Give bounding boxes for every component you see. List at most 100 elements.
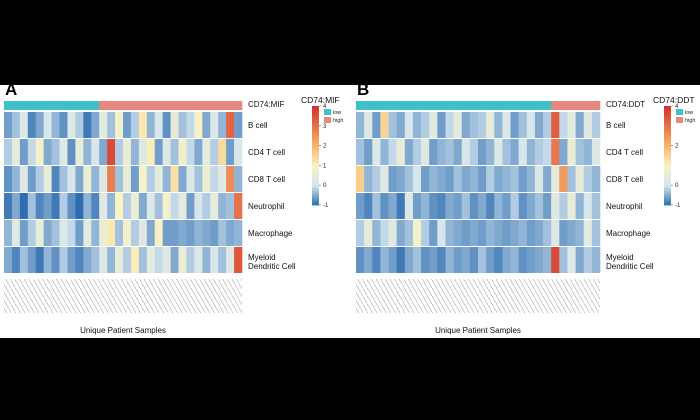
heatmap-cell bbox=[412, 139, 422, 165]
annotation-cell bbox=[91, 101, 100, 110]
heatmap-cell bbox=[51, 247, 60, 273]
heatmap-cell bbox=[526, 112, 536, 138]
heatmap-cell bbox=[146, 247, 156, 273]
heatmap-cell bbox=[35, 220, 44, 246]
heatmap-cell bbox=[526, 247, 536, 273]
heatmap-cell bbox=[461, 193, 471, 219]
heatmap-cell bbox=[107, 193, 116, 219]
heatmap-cell bbox=[412, 193, 422, 219]
heatmap-cell bbox=[130, 193, 140, 219]
heatmap-cell bbox=[534, 220, 544, 246]
heatmap-cell bbox=[356, 112, 365, 138]
colorbar-tick-label: 1 bbox=[323, 163, 327, 169]
heatmap-cell bbox=[388, 112, 397, 138]
heatmap-cell bbox=[146, 112, 156, 138]
heatmap-cell bbox=[486, 247, 495, 273]
heatmap-cell bbox=[123, 139, 132, 165]
annotation-cell bbox=[162, 101, 171, 110]
heatmap-cell bbox=[107, 166, 116, 192]
heatmap-cell bbox=[478, 220, 487, 246]
colorbar-segment bbox=[312, 143, 319, 146]
heatmap-cell bbox=[218, 220, 227, 246]
heatmap-cell bbox=[115, 193, 124, 219]
heatmap-cell bbox=[380, 139, 389, 165]
heatmap-cell bbox=[83, 193, 92, 219]
heatmap-cell bbox=[518, 193, 528, 219]
colorbar-segment bbox=[312, 150, 319, 154]
heatmap-cell bbox=[364, 193, 373, 219]
colorbar-segment bbox=[312, 202, 319, 206]
colorbar-segment bbox=[664, 113, 671, 117]
annotation-cell bbox=[178, 101, 187, 110]
heatmap-cell bbox=[130, 139, 140, 165]
heatmap-cell bbox=[170, 139, 179, 165]
legend-swatch bbox=[324, 117, 331, 123]
heatmap-cell bbox=[162, 247, 171, 273]
heatmap-cell bbox=[445, 247, 454, 273]
annotation-cell bbox=[421, 101, 430, 110]
annotation-title: CD74:MIF bbox=[248, 100, 285, 109]
heatmap-cell bbox=[75, 112, 84, 138]
colorbar-segment bbox=[664, 106, 671, 109]
x-axis-label: Unique Patient Samples bbox=[435, 326, 521, 335]
heatmap-cell bbox=[551, 139, 560, 165]
heatmap-cell bbox=[51, 166, 60, 192]
heatmap-cell bbox=[115, 247, 124, 273]
colorbar-segment bbox=[312, 197, 319, 201]
heatmap-cell bbox=[502, 112, 511, 138]
heatmap-cell bbox=[138, 112, 148, 138]
colorbar-segment bbox=[664, 200, 671, 203]
colorbar-segment bbox=[312, 180, 319, 184]
colorbar-segment bbox=[664, 140, 671, 144]
annotation-cell bbox=[210, 101, 219, 110]
heatmap-cell bbox=[19, 139, 29, 165]
heatmap-cell bbox=[469, 139, 479, 165]
heatmap-cell bbox=[19, 166, 29, 192]
heatmap-cell bbox=[226, 220, 235, 246]
heatmap-cell bbox=[162, 166, 171, 192]
colorbar-segment bbox=[664, 135, 671, 139]
heatmap-cell bbox=[404, 112, 414, 138]
annotation-cell bbox=[107, 101, 116, 110]
heatmap-cell bbox=[75, 139, 84, 165]
annotation-cell bbox=[4, 101, 13, 110]
heatmap-cell bbox=[226, 193, 235, 219]
heatmap-cell bbox=[510, 247, 519, 273]
colorbar-segment bbox=[664, 177, 671, 181]
heatmap-cell bbox=[178, 220, 187, 246]
annotation-cell bbox=[591, 101, 601, 110]
heatmap-cell bbox=[502, 166, 511, 192]
heatmap-cell bbox=[526, 220, 536, 246]
heatmap-cell bbox=[478, 166, 487, 192]
heatmap-cell bbox=[356, 166, 365, 192]
heatmap-cell bbox=[494, 139, 503, 165]
heatmap-cell bbox=[421, 166, 430, 192]
heatmap-cell bbox=[162, 193, 171, 219]
colorbar-segment bbox=[312, 145, 319, 149]
heatmap-cell bbox=[551, 247, 560, 273]
heatmap-cell bbox=[35, 139, 44, 165]
heatmap-cell bbox=[372, 193, 381, 219]
annotation-cell bbox=[445, 101, 454, 110]
heatmap-cell bbox=[99, 112, 108, 138]
colorbar-segment bbox=[664, 123, 671, 127]
heatmap-cell bbox=[388, 247, 397, 273]
legend-label: high bbox=[333, 118, 343, 124]
colorbar-segment bbox=[312, 157, 319, 161]
heatmap-cell bbox=[4, 112, 13, 138]
heatmap-cell bbox=[583, 193, 593, 219]
heatmap-cell bbox=[575, 247, 585, 273]
heatmap-cell bbox=[478, 247, 487, 273]
annotation-cell bbox=[356, 101, 365, 110]
colorbar-segment bbox=[312, 113, 319, 117]
heatmap-cell bbox=[461, 220, 471, 246]
heatmap-cell bbox=[356, 220, 365, 246]
heatmap-cell bbox=[567, 166, 576, 192]
heatmap-cell bbox=[91, 220, 100, 246]
colorbar-segment bbox=[312, 138, 319, 142]
colorbar-tick-label: 3 bbox=[323, 124, 327, 130]
colorbar-segment bbox=[664, 160, 671, 164]
row-label: B cell bbox=[606, 121, 626, 130]
heatmap-cell bbox=[154, 112, 163, 138]
annotation-cell bbox=[396, 101, 406, 110]
